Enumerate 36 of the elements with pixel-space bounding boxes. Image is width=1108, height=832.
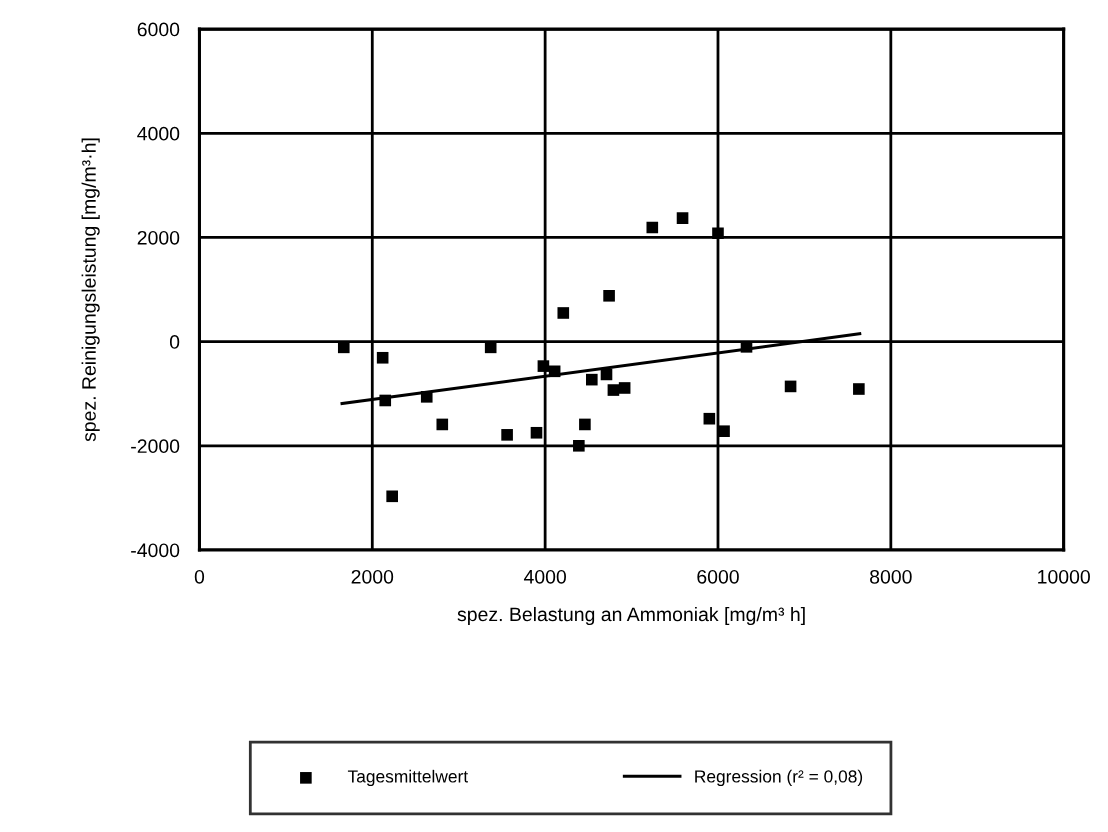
y-tick-label: 0 — [169, 335, 180, 349]
point — [618, 382, 631, 394]
x-axis-title: spez. Belastung an Ammoniak [mg/m³ h] — [457, 606, 805, 626]
point — [853, 383, 865, 395]
x-tick-label: 2000 — [351, 569, 394, 584]
point — [557, 307, 570, 319]
y-tick-label: 2000 — [137, 230, 180, 245]
legend-label: Regression (r² = 0,08) — [695, 769, 863, 787]
x-tick-label: 4000 — [523, 569, 567, 584]
y-tick-label: 4000 — [137, 126, 180, 141]
point — [530, 426, 543, 439]
point — [586, 373, 598, 386]
point — [676, 212, 689, 224]
point — [537, 360, 550, 372]
y-axis-title: spez. Reinigungsleistung [mg/m³·h] — [81, 138, 100, 442]
legend-label: Tagesmittelwert — [347, 769, 469, 787]
point — [501, 429, 513, 441]
point — [573, 439, 585, 452]
point — [603, 289, 615, 302]
point — [376, 351, 389, 364]
y-tick-label: -2000 — [131, 439, 180, 454]
point — [436, 418, 449, 431]
point — [703, 412, 716, 425]
point — [718, 425, 730, 438]
point — [784, 380, 797, 393]
point — [646, 221, 659, 234]
x-tick-label: 10000 — [1038, 569, 1090, 584]
x-tick-label: 8000 — [870, 569, 912, 584]
x-tick-label: 6000 — [697, 569, 739, 584]
point — [579, 418, 591, 431]
point — [607, 384, 620, 396]
x-tick-label: 0 — [194, 569, 205, 584]
point — [712, 227, 724, 240]
point — [386, 490, 398, 503]
y-tick-label: -4000 — [131, 543, 180, 558]
y-tick-label: 6000 — [137, 22, 180, 37]
